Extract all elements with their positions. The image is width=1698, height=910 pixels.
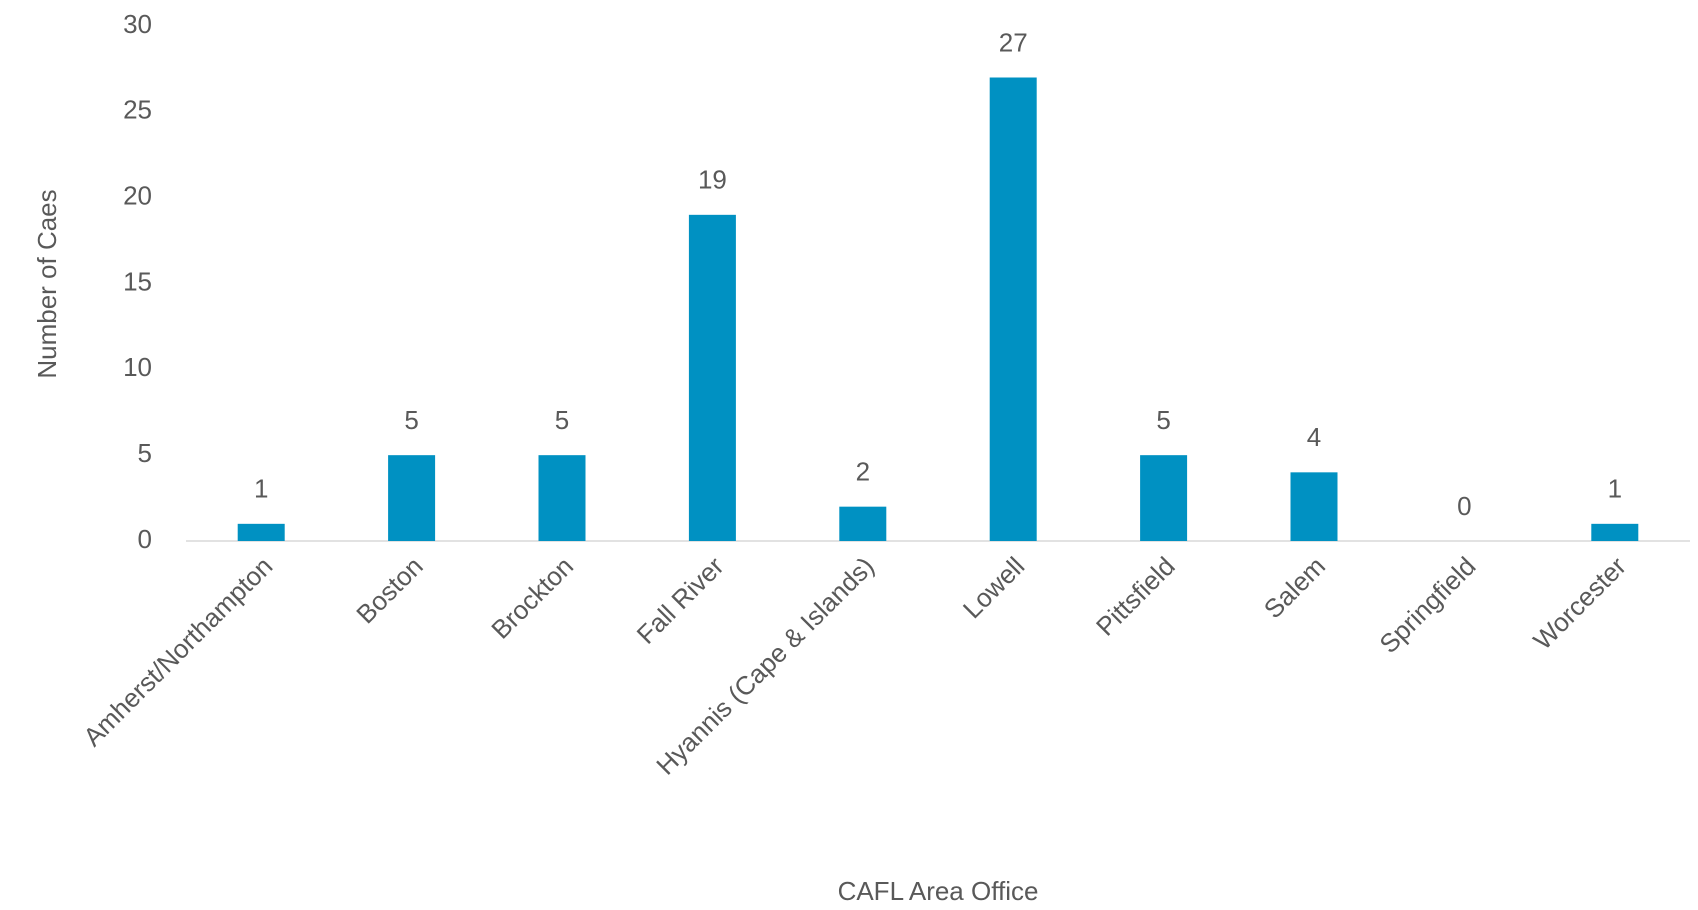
bar xyxy=(388,455,436,541)
data-label: 27 xyxy=(999,27,1028,57)
y-tick-label: 20 xyxy=(123,181,152,211)
y-tick-label: 15 xyxy=(123,266,152,296)
x-tick-label: Amherst/Northampton xyxy=(77,551,278,752)
y-tick-label: 10 xyxy=(123,352,152,382)
bar xyxy=(839,506,887,541)
x-tick-label: Worcester xyxy=(1527,551,1632,656)
bar xyxy=(1290,472,1338,541)
data-label: 1 xyxy=(254,474,268,504)
x-axis-title: CAFL Area Office xyxy=(838,876,1039,906)
y-tick-label: 30 xyxy=(123,9,152,39)
y-tick-label: 25 xyxy=(123,95,152,125)
x-tick-label: Pittsfield xyxy=(1090,551,1181,642)
y-tick-label: 5 xyxy=(138,438,152,468)
data-label: 5 xyxy=(1156,405,1170,435)
x-tick-label: Lowell xyxy=(957,551,1030,624)
data-label: 2 xyxy=(856,457,870,487)
x-tick-label: Springfield xyxy=(1373,551,1481,659)
bar xyxy=(1140,455,1188,541)
data-label: 5 xyxy=(555,405,569,435)
bar xyxy=(1591,523,1639,541)
data-label: 0 xyxy=(1457,491,1471,521)
data-label: 4 xyxy=(1307,422,1321,452)
bar xyxy=(989,77,1037,541)
bar xyxy=(538,455,586,541)
x-tick-label: Brockton xyxy=(485,551,579,645)
data-label: 1 xyxy=(1608,474,1622,504)
y-axis-title: Number of Caes xyxy=(32,189,62,378)
data-label: 19 xyxy=(698,165,727,195)
y-tick-label: 0 xyxy=(138,524,152,554)
data-label: 5 xyxy=(404,405,418,435)
x-tick-label: Fall River xyxy=(631,551,730,650)
x-tick-label: Salem xyxy=(1258,551,1331,624)
x-tick-label: Boston xyxy=(350,551,428,629)
bar xyxy=(237,523,285,541)
bar xyxy=(688,214,736,542)
